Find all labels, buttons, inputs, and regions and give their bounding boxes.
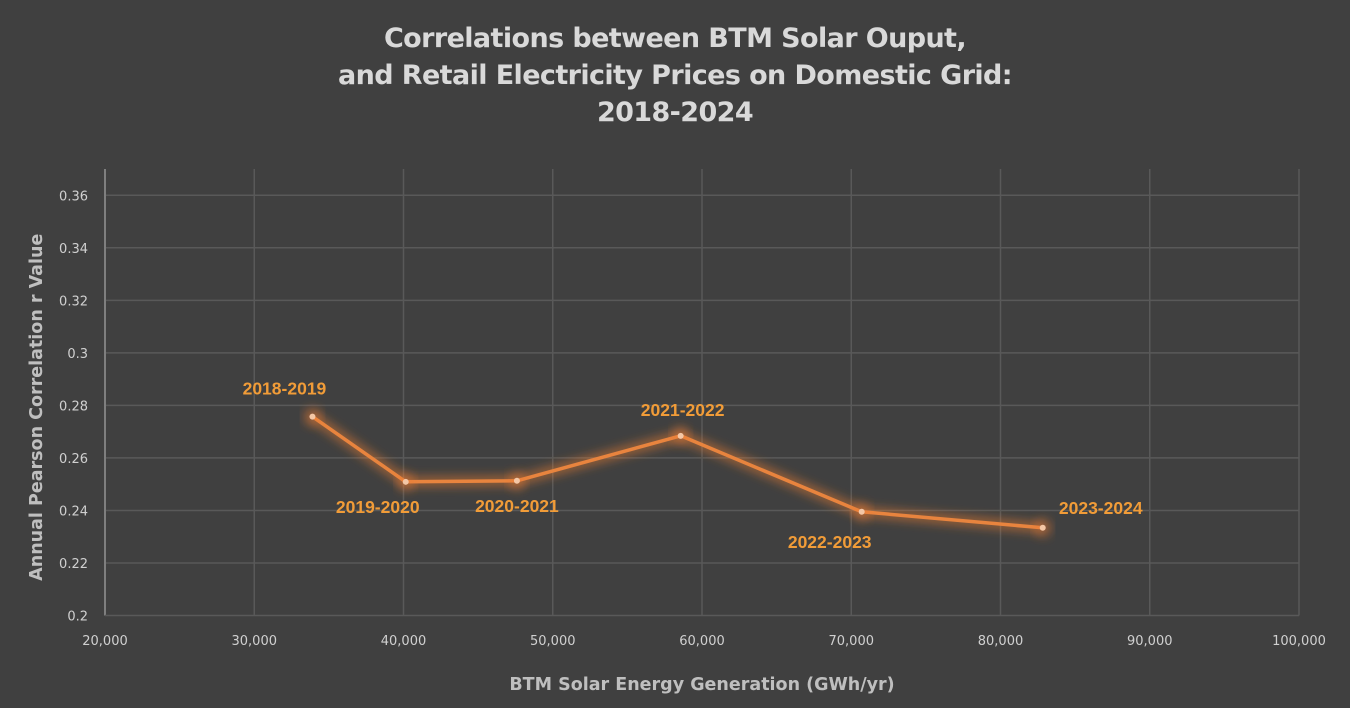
data-label: 2022-2023 xyxy=(788,532,872,552)
chart-title: Correlations between BTM Solar Ouput, an… xyxy=(0,20,1350,131)
x-gridlines xyxy=(253,169,1300,616)
x-tick-label: 70,000 xyxy=(829,634,875,649)
y-axis-title: Annual Pearson Correlation r Value xyxy=(27,234,47,581)
x-tick-label: 60,000 xyxy=(679,634,725,649)
data-point xyxy=(513,477,520,484)
y-tick-label: 0.26 xyxy=(59,452,88,467)
series-markers xyxy=(303,407,1052,537)
x-tick-label: 100,000 xyxy=(1272,634,1326,649)
data-label: 2023-2024 xyxy=(1059,498,1143,518)
y-axis-tick-labels: 0.2 0.22 0.24 0.26 0.28 0.3 0.32 0.34 0.36 xyxy=(59,189,88,624)
x-axis-tick-labels: 20,000 30,000 40,000 50,000 60,000 70,000 80,0… xyxy=(82,634,1326,649)
y-tick-label: 0.24 xyxy=(59,504,88,519)
data-point xyxy=(677,432,684,439)
point-labels: 2018-2019 2019-2020 2020-2021 2021-2022 2022… xyxy=(243,379,1143,552)
data-label: 2018-2019 xyxy=(243,379,327,399)
data-label: 2020-2021 xyxy=(475,496,559,516)
y-tick-label: 0.2 xyxy=(67,610,88,625)
y-tick-label: 0.28 xyxy=(59,399,88,414)
data-point xyxy=(858,508,865,515)
data-point xyxy=(402,478,409,485)
x-axis-title: BTM Solar Energy Generation (GWh/yr) xyxy=(509,675,894,695)
y-tick-label: 0.36 xyxy=(59,189,88,204)
chart-title-line-3: 2018-2024 xyxy=(596,97,754,128)
x-tick-label: 20,000 xyxy=(82,634,128,649)
x-tick-label: 40,000 xyxy=(381,634,427,649)
x-tick-label: 90,000 xyxy=(1127,634,1173,649)
x-tick-label: 80,000 xyxy=(978,634,1024,649)
y-tick-label: 0.3 xyxy=(67,347,88,362)
y-tick-label: 0.22 xyxy=(59,557,88,572)
y-tick-label: 0.34 xyxy=(59,242,88,257)
chart-title-line-2: and Retail Electricity Prices on Domesti… xyxy=(338,60,1013,91)
data-point xyxy=(1039,524,1046,531)
series-line-group xyxy=(311,415,1043,530)
x-tick-label: 30,000 xyxy=(232,634,278,649)
x-tick-label: 50,000 xyxy=(530,634,576,649)
data-point xyxy=(309,413,316,420)
series-line xyxy=(311,415,1043,530)
data-label: 2019-2020 xyxy=(336,497,420,517)
chart-title-line-1: Correlations between BTM Solar Ouput, xyxy=(383,23,967,54)
data-label: 2021-2022 xyxy=(641,400,725,420)
y-tick-label: 0.32 xyxy=(59,294,88,309)
